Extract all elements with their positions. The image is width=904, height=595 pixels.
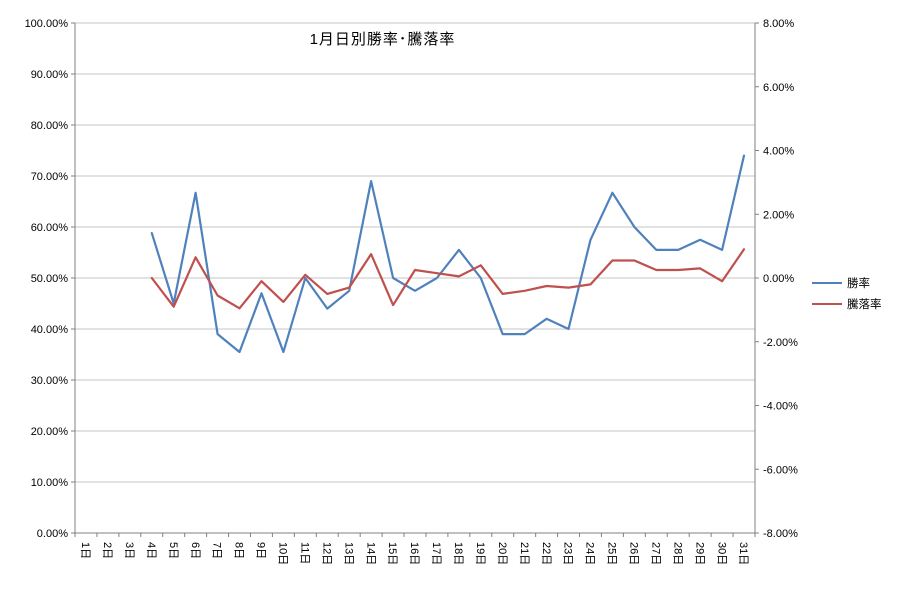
right-axis-tick-label: -2.00%	[763, 337, 798, 349]
chart-title: 1月日別勝率･騰落率	[309, 31, 456, 48]
x-axis-category-label: 13日	[342, 542, 354, 565]
legend-label-updown: 騰落率	[847, 298, 882, 311]
right-axis-tick-label: 2.00%	[763, 209, 794, 221]
x-axis-category-label: 15日	[386, 542, 398, 565]
left-axis-tick-label: 30.00%	[31, 375, 69, 387]
left-axis-tick-label: 20.00%	[31, 426, 69, 438]
x-axis-category-label: 29日	[693, 542, 705, 565]
x-axis-category-label: 27日	[649, 542, 661, 565]
x-axis-category-label: 24日	[584, 542, 596, 565]
left-axis-tick-label: 90.00%	[31, 69, 69, 81]
right-axis-tick-label: 6.00%	[763, 82, 794, 94]
left-axis-tick-label: 10.00%	[31, 477, 69, 489]
x-axis-category-label: 22日	[540, 542, 552, 565]
x-axis-category-label: 21日	[518, 542, 530, 565]
x-axis-category-label: 8日	[233, 542, 245, 559]
left-axis-tick-label: 0.00%	[37, 528, 68, 540]
right-axis-tick-label: 4.00%	[763, 146, 794, 158]
x-axis-category-label: 1日	[79, 542, 91, 559]
series-line-騰落率	[150, 248, 746, 310]
x-axis-category-label: 2日	[101, 542, 113, 559]
x-axis-category-label: 10日	[277, 542, 289, 565]
x-axis-category-label: 17日	[430, 542, 442, 565]
left-axis-tick-label: 100.00%	[25, 18, 69, 30]
x-axis-category-label: 31日	[737, 542, 749, 565]
x-axis-category-label: 12日	[320, 542, 332, 565]
right-axis-tick-label: 8.00%	[763, 18, 794, 30]
right-axis-tick-label: -6.00%	[763, 464, 798, 476]
right-axis-tick-label: -4.00%	[763, 401, 798, 413]
x-axis-category-label: 25日	[606, 542, 618, 565]
x-axis-category-label: 28日	[671, 542, 683, 565]
legend: 勝率 騰落率	[812, 272, 882, 314]
x-axis-category-label: 23日	[562, 542, 574, 565]
series-line-勝率	[150, 154, 746, 354]
x-axis-category-label: 9日	[255, 542, 267, 559]
x-axis-category-label: 19日	[474, 542, 486, 565]
left-axis-tick-label: 40.00%	[31, 324, 69, 336]
left-axis-tick-label: 50.00%	[31, 273, 69, 285]
x-axis-category-label: 16日	[408, 542, 420, 565]
legend-item-winrate: 勝率	[812, 272, 882, 293]
left-axis-tick-label: 60.00%	[31, 222, 69, 234]
x-axis-category-label: 30日	[715, 542, 727, 565]
x-axis-category-label: 5日	[167, 542, 179, 559]
x-axis-category-label: 18日	[452, 542, 464, 565]
x-axis-category-label: 20日	[496, 542, 508, 565]
legend-label-winrate: 勝率	[847, 277, 870, 290]
winrate-line-swatch	[812, 281, 842, 284]
right-axis-tick-label: 0.00%	[763, 273, 794, 285]
updown-line-swatch	[812, 302, 842, 305]
legend-item-updown: 騰落率	[812, 293, 882, 314]
x-axis-category-label: 11日	[298, 542, 310, 564]
x-axis-category-label: 4日	[145, 542, 157, 559]
left-axis-tick-label: 70.00%	[31, 171, 69, 183]
x-axis-category-label: 6日	[189, 542, 201, 559]
x-axis-category-label: 7日	[211, 542, 223, 559]
x-axis-category-label: 14日	[364, 542, 376, 565]
x-axis-category-label: 26日	[628, 542, 640, 565]
left-axis-tick-label: 80.00%	[31, 120, 69, 132]
right-axis-tick-label: -8.00%	[763, 528, 798, 540]
x-axis-category-label: 3日	[123, 542, 135, 559]
